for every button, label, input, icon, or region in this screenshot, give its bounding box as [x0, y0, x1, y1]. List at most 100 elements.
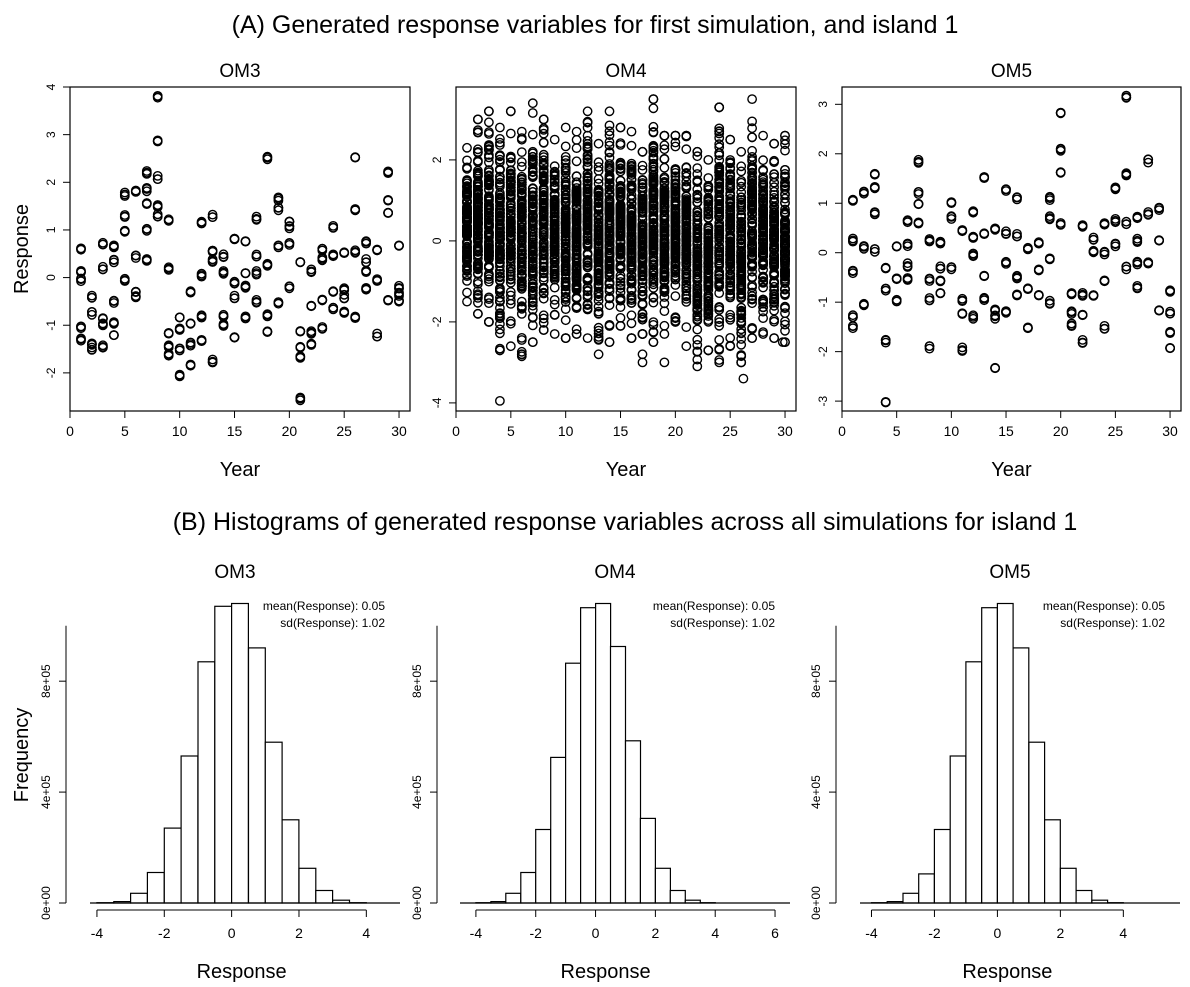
data-point — [494, 308, 505, 318]
data-point — [262, 152, 273, 163]
data-point — [692, 190, 703, 201]
histogram-bar — [130, 892, 149, 904]
y-tick-label: 2 — [816, 150, 830, 157]
data-point — [714, 201, 725, 212]
data-point — [780, 253, 790, 264]
data-point — [527, 129, 538, 140]
data-point — [516, 147, 527, 158]
data-point — [538, 192, 549, 203]
histogram-bar — [298, 867, 317, 904]
data-point — [295, 395, 306, 406]
data-point — [1099, 323, 1110, 334]
data-point — [505, 224, 516, 235]
data-point — [494, 200, 505, 211]
data-point — [659, 162, 670, 173]
data-point — [714, 301, 725, 312]
data-point — [218, 249, 229, 260]
data-point — [1165, 327, 1176, 337]
data-point — [141, 199, 152, 210]
data-point — [1001, 184, 1011, 195]
data-point — [207, 357, 218, 368]
data-point — [141, 167, 152, 178]
data-point — [1132, 283, 1143, 294]
data-point — [736, 175, 747, 186]
data-point — [538, 166, 549, 176]
data-point — [626, 170, 637, 180]
panel-title: OM4 — [594, 562, 636, 583]
data-point — [714, 334, 725, 345]
data-point — [516, 185, 527, 196]
data-point — [714, 230, 725, 241]
data-point — [483, 192, 494, 203]
data-point — [1055, 219, 1066, 230]
data-point — [626, 293, 637, 304]
data-point — [780, 231, 790, 242]
data-point — [648, 127, 659, 138]
data-point — [1077, 220, 1088, 231]
data-point — [1143, 207, 1154, 217]
data-point — [328, 222, 339, 233]
data-point — [295, 326, 306, 337]
data-point — [516, 195, 527, 206]
data-point — [483, 292, 494, 303]
data-point — [462, 228, 472, 238]
data-point — [593, 184, 604, 195]
data-point — [604, 120, 615, 131]
data-point — [593, 229, 604, 240]
data-point — [648, 255, 659, 266]
data-point — [1110, 183, 1121, 194]
data-point — [703, 271, 714, 282]
data-point — [76, 323, 86, 334]
data-point — [494, 234, 505, 245]
data-point — [670, 312, 681, 323]
y-tick-label: 8e+05 — [410, 664, 424, 698]
data-point — [505, 184, 516, 195]
data-point — [516, 198, 527, 209]
x-tick-label: -2 — [158, 925, 171, 941]
data-point — [549, 161, 560, 172]
data-point — [659, 140, 670, 151]
data-point — [990, 363, 1000, 373]
data-point — [615, 302, 626, 312]
data-point — [549, 329, 560, 339]
data-point — [549, 171, 560, 182]
data-point — [538, 219, 549, 230]
data-point — [462, 275, 472, 286]
data-point — [637, 160, 648, 171]
data-point — [692, 361, 703, 372]
data-point — [1154, 235, 1165, 246]
data-point — [626, 249, 637, 260]
histogram-bar — [654, 867, 672, 904]
data-point — [207, 254, 218, 265]
data-point — [626, 264, 637, 275]
y-tick-label: -4 — [430, 397, 444, 408]
histogram-bar — [505, 892, 522, 904]
data-point — [229, 278, 240, 289]
data-point — [582, 218, 593, 229]
data-point — [670, 192, 681, 203]
data-point — [604, 270, 615, 281]
data-point — [725, 207, 736, 217]
data-point — [615, 186, 626, 197]
data-point — [769, 182, 779, 193]
data-point — [560, 151, 571, 162]
data-point — [462, 163, 472, 174]
data-point — [1044, 253, 1055, 264]
data-point — [472, 297, 483, 308]
y-tick-label: 8e+05 — [39, 664, 53, 698]
histogram-bar — [579, 607, 597, 904]
data-point — [251, 249, 262, 260]
data-point — [681, 200, 692, 211]
data-point — [141, 255, 152, 266]
data-point — [494, 204, 505, 215]
data-point — [780, 264, 790, 275]
data-point — [516, 269, 527, 280]
data-point — [692, 243, 703, 254]
data-point — [505, 128, 516, 139]
data-point — [747, 298, 757, 309]
data-point — [659, 257, 670, 268]
data-point — [780, 319, 790, 330]
data-point — [571, 267, 582, 278]
data-point — [968, 310, 979, 321]
data-point — [527, 294, 538, 304]
